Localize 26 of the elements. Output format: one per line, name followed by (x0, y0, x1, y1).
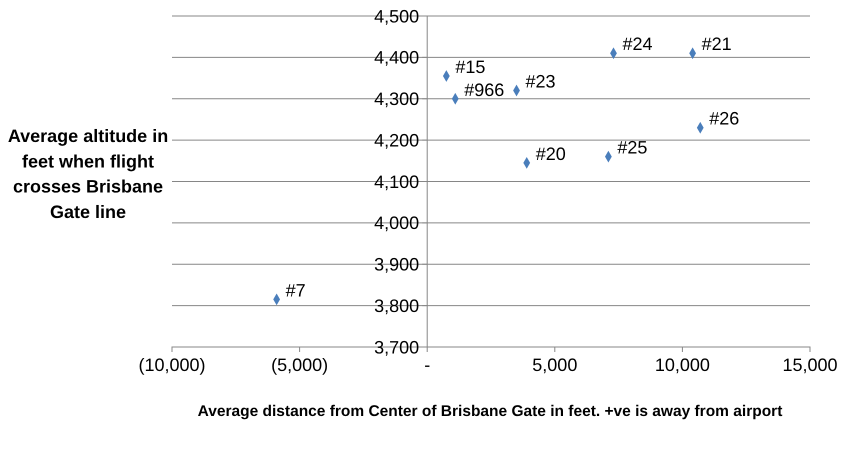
x-tick-label: 10,000 (654, 355, 710, 376)
y-tick-label: 3,700 (374, 337, 420, 358)
y-tick-label: 3,800 (374, 296, 420, 316)
x-tick-label: 15,000 (782, 355, 838, 376)
x-tick-label: - (424, 355, 430, 376)
annotation: #20 (536, 144, 566, 164)
annotation: #15 (455, 56, 486, 77)
annotation: #26 (709, 108, 740, 129)
y-tick-label: 4,500 (374, 6, 420, 26)
x-tick-label: 5,000 (532, 355, 578, 376)
x-axis-title: Average distance from Center of Brisbane Gate in feet. +ve is away from airport (198, 403, 782, 420)
y-tick-label: 4,300 (374, 89, 420, 110)
annotation: #966 (464, 80, 504, 100)
y-tick-label: 3,900 (374, 254, 420, 275)
annotation: #21 (702, 34, 732, 54)
y-tick-label: 4,100 (374, 172, 420, 192)
annotation: #7 (286, 280, 306, 300)
x-tick-label: (10,000) (138, 355, 206, 376)
annotation: #24 (622, 34, 653, 54)
x-tick-label: (5,000) (271, 355, 328, 376)
y-tick-label: 4,200 (374, 130, 420, 150)
y-tick-label: 4,400 (374, 48, 420, 68)
annotation: #25 (617, 138, 648, 158)
annotation: #23 (526, 71, 556, 92)
y-axis-title: Average altitude in feet when flight crosses Brisbane Gate line (8, 126, 168, 222)
y-tick-label: 4,000 (374, 213, 420, 234)
